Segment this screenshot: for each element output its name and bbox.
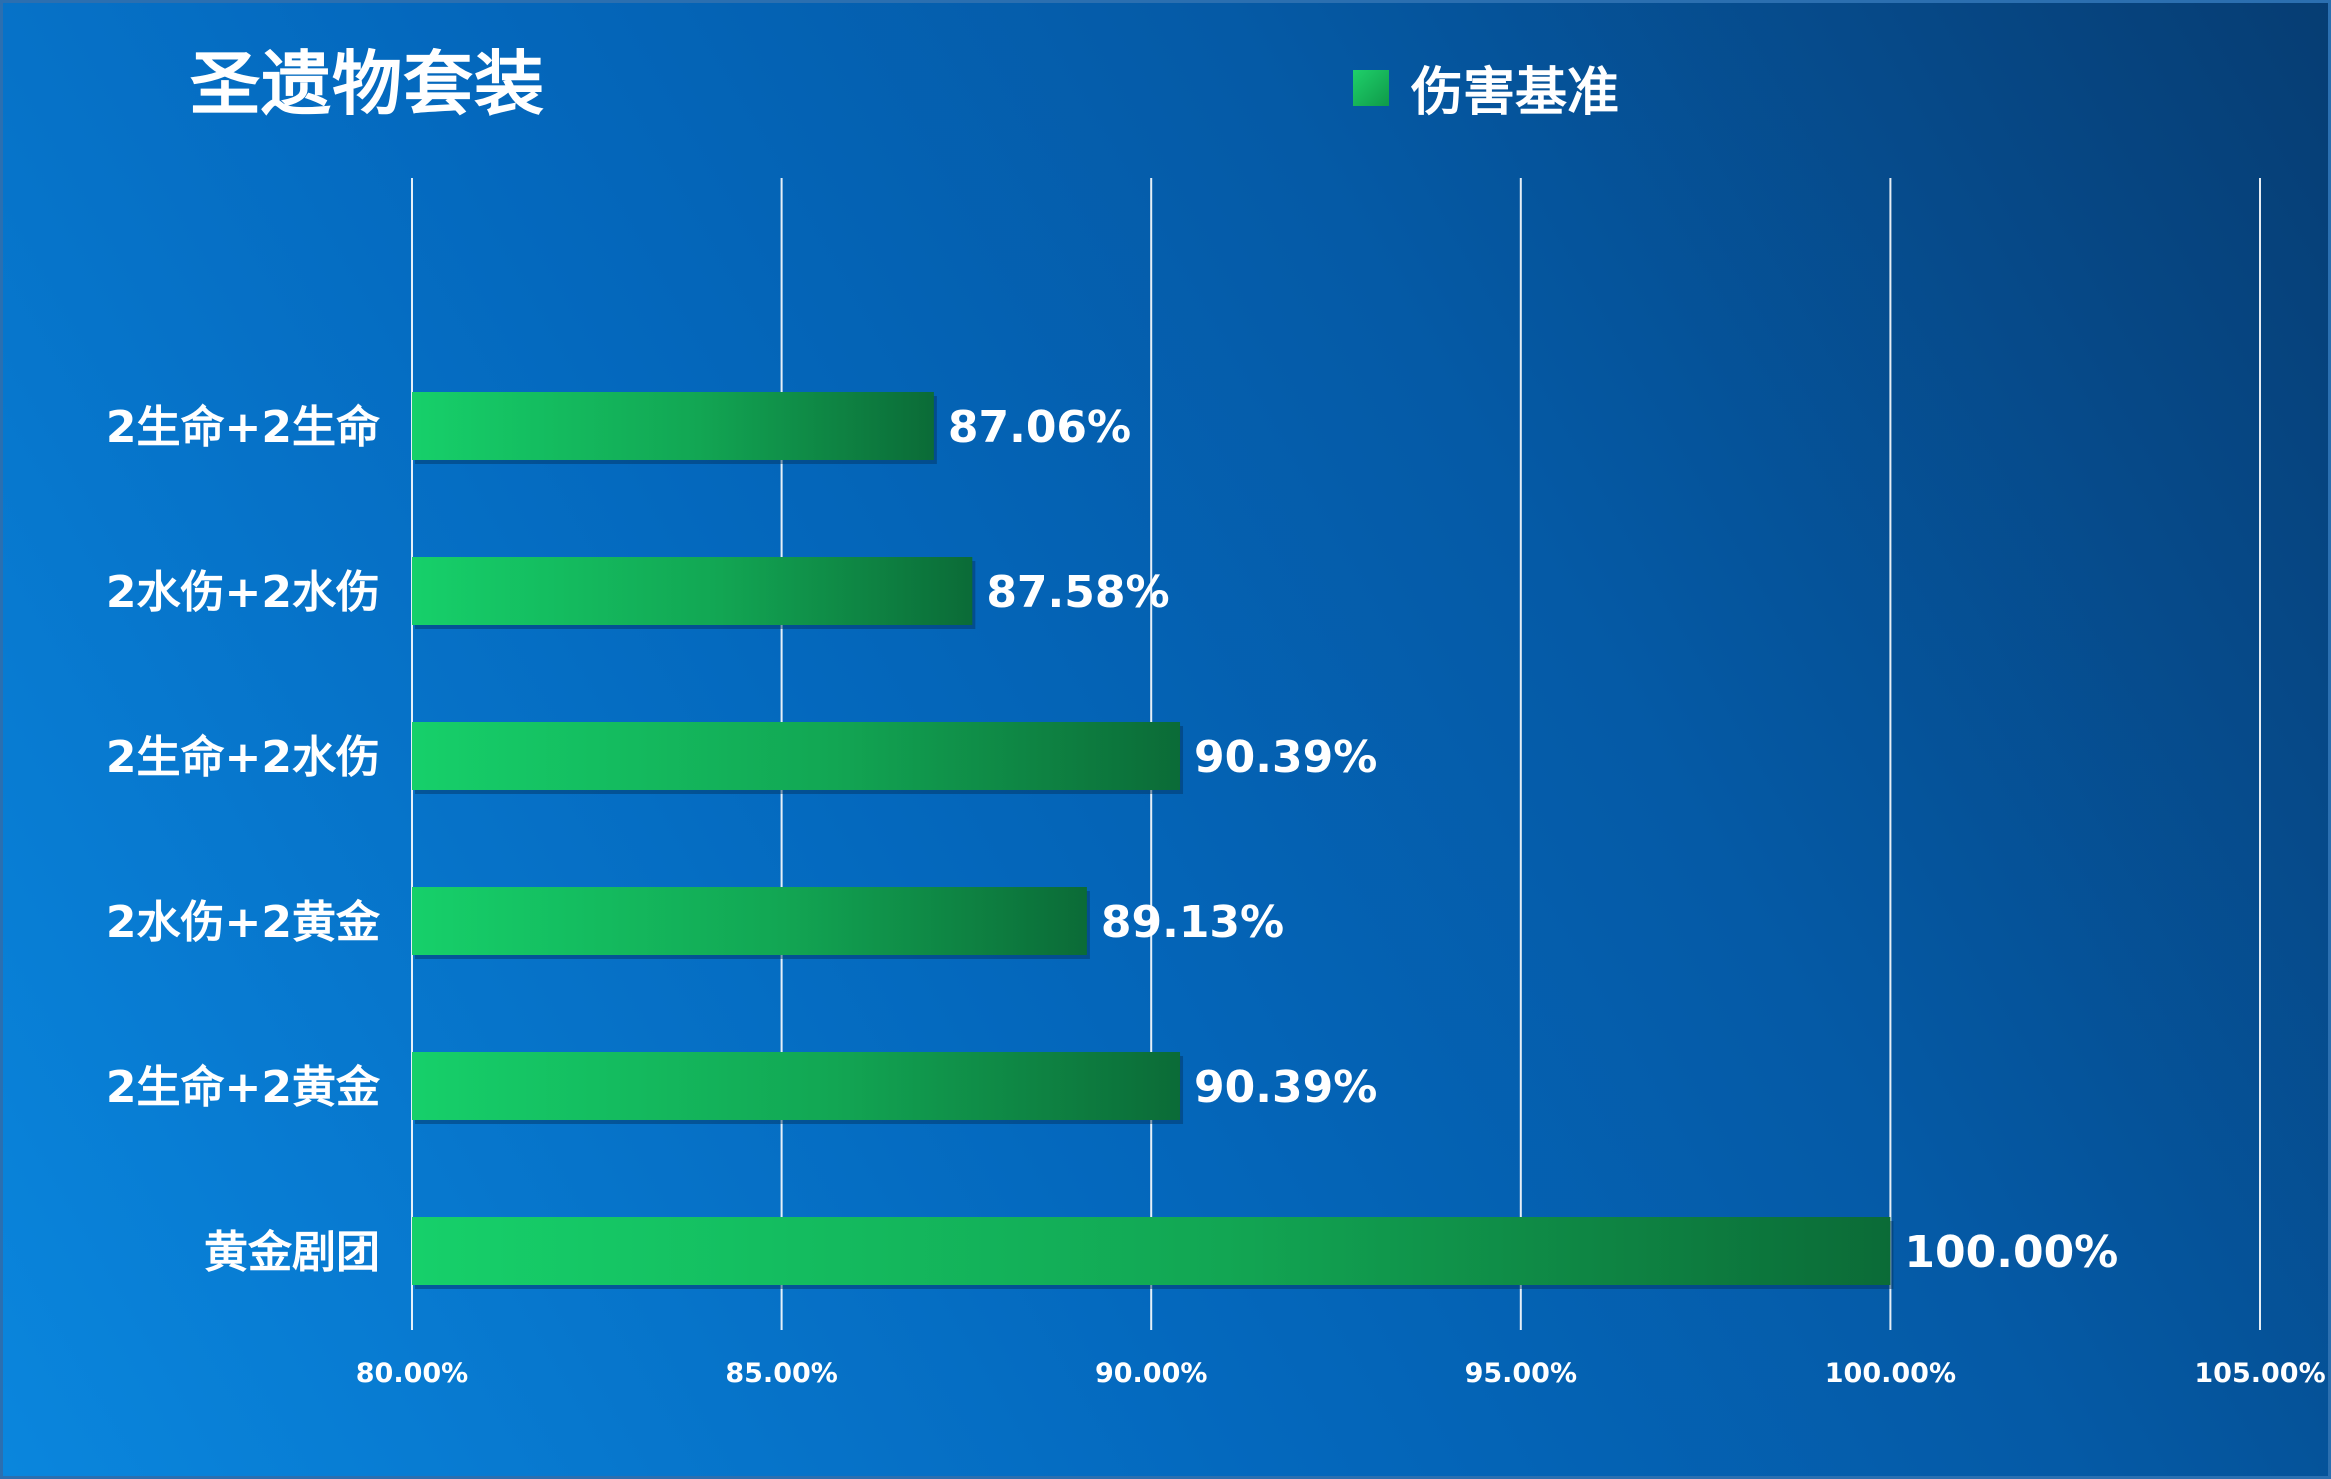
value-label: 100.00%	[1904, 1227, 2118, 1278]
bar	[412, 722, 1181, 790]
x-tick-label: 90.00%	[1095, 1358, 1207, 1389]
x-tick-label: 85.00%	[725, 1358, 837, 1389]
bar	[412, 392, 934, 460]
chart-title: 圣遗物套装	[190, 43, 545, 125]
bar	[412, 887, 1087, 955]
bar	[412, 1217, 1891, 1285]
legend-swatch	[1353, 69, 1389, 106]
category-label: 黄金剧团	[204, 1227, 380, 1278]
value-label: 90.39%	[1194, 732, 1377, 783]
x-tick-label: 105.00%	[2194, 1358, 2325, 1389]
category-label: 2水伤+2水伤	[106, 567, 380, 618]
legend: 伤害基准	[1353, 50, 1619, 125]
category-label: 2水伤+2黄金	[106, 897, 381, 948]
x-tick-label: 100.00%	[1825, 1358, 1956, 1389]
bar	[412, 1052, 1181, 1120]
category-label: 2生命+2水伤	[106, 732, 380, 783]
category-label: 2生命+2生命	[106, 402, 380, 453]
bar	[412, 557, 973, 625]
value-label: 87.06%	[948, 402, 1131, 453]
category-label: 2生命+2黄金	[106, 1062, 381, 1113]
legend-label: 伤害基准	[1411, 63, 1620, 123]
value-label: 87.58%	[986, 567, 1169, 618]
x-tick-label: 95.00%	[1465, 1358, 1577, 1389]
value-label: 89.13%	[1101, 897, 1284, 948]
value-label: 90.39%	[1194, 1062, 1377, 1113]
x-tick-label: 80.00%	[356, 1358, 468, 1389]
